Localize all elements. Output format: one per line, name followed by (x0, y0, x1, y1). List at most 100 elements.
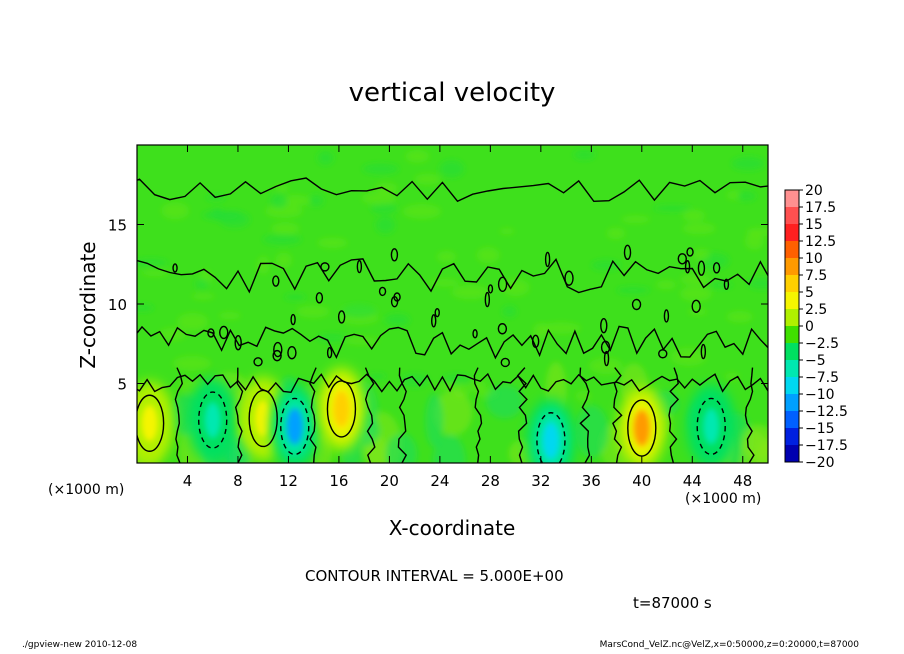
texture-blob (256, 256, 270, 274)
x-tick-label: 12 (279, 472, 298, 490)
small-contour (487, 284, 494, 294)
small-contour (723, 278, 730, 291)
texture-blob (367, 373, 387, 380)
texture-blob (434, 390, 473, 436)
colorbar-swatch (785, 190, 799, 208)
texture-blob (740, 424, 768, 460)
colorbar-swatch (785, 394, 799, 412)
texture-blob (191, 293, 215, 300)
small-contour (326, 347, 333, 359)
x-tick-label: 48 (733, 472, 752, 490)
colorbar: 2017.51512.5107.552.50−2.5−5−7.5−10−12.5… (784, 183, 848, 471)
contour-lines (137, 177, 768, 463)
zero-contour (364, 367, 376, 463)
small-contour (544, 251, 551, 268)
texture-blob (486, 385, 524, 419)
small-contour (390, 295, 399, 308)
texture-blob (502, 305, 517, 318)
colorbar-label: −20 (805, 455, 835, 471)
x-tick-label: 16 (329, 472, 348, 490)
small-contour (677, 253, 687, 265)
colorbar-swatch (785, 428, 799, 446)
small-contour (390, 248, 399, 262)
texture-blob (439, 160, 465, 178)
colorbar-swatch (785, 207, 799, 225)
colorbar-label: 20 (805, 183, 823, 199)
feature-core (333, 390, 350, 427)
texture-blob (414, 173, 441, 185)
colorbar-label: −2.5 (805, 336, 839, 352)
zero-contour (137, 372, 768, 394)
small-contour (378, 286, 387, 297)
texture-blob (275, 252, 292, 268)
texture-blob (271, 222, 300, 235)
texture-blob (606, 227, 625, 240)
texture-blob (425, 393, 444, 448)
y-axis-ticks: 5 10 15 (108, 217, 768, 394)
small-contour (207, 328, 215, 338)
texture-blob (385, 433, 418, 463)
texture-blob (616, 286, 650, 294)
texture-blob (317, 150, 334, 166)
texture-blob (437, 251, 456, 263)
colorbar-label: 7.5 (805, 268, 827, 284)
texture-blob (656, 280, 676, 290)
texture-blob (275, 184, 289, 192)
texture-blob (469, 380, 487, 392)
texture-blob (195, 278, 210, 290)
x-unit-label-left: (×1000 m) (48, 482, 125, 498)
x-tick-label: 24 (430, 472, 449, 490)
texture-blob (541, 322, 581, 334)
colorbar-swatch (785, 377, 799, 395)
feature-contour (198, 391, 228, 449)
texture-blob (262, 234, 302, 245)
small-contour (273, 341, 283, 358)
feature-contour (696, 397, 726, 456)
texture-blob (451, 285, 489, 300)
texture-blob (137, 258, 169, 267)
zero-contour (473, 367, 483, 463)
texture-blob (533, 322, 548, 340)
texture-blob (159, 327, 187, 341)
small-contour (431, 314, 437, 328)
x-tick-label: 20 (380, 472, 399, 490)
texture-blob (141, 269, 169, 277)
colorbar-label: −10 (805, 387, 835, 403)
small-contour (356, 259, 363, 274)
colorbar-swatch (785, 258, 799, 276)
texture-blob (680, 274, 710, 286)
texture-blob (344, 336, 379, 345)
texture-blob (442, 373, 471, 385)
texture-blob (682, 222, 716, 235)
texture-blob (173, 355, 211, 371)
field-features (137, 366, 736, 463)
small-contour (686, 247, 694, 257)
texture-blob (432, 434, 466, 463)
small-contour (287, 346, 297, 360)
texture-blob (429, 279, 460, 287)
small-contour (684, 260, 691, 274)
texture-blob (575, 405, 609, 458)
feature-core (703, 408, 720, 445)
small-contour (603, 350, 610, 367)
colorbar-label: 17.5 (805, 200, 836, 216)
y-tick-label: 10 (108, 296, 127, 314)
small-contour (564, 270, 574, 286)
texture-blob (284, 293, 306, 301)
texture-blob (270, 193, 288, 209)
small-contour (697, 260, 706, 276)
colorbar-label: 0 (805, 319, 814, 335)
feature-contour (137, 394, 165, 452)
texture-blob (621, 215, 650, 224)
x-unit-label-right: (×1000 m) (685, 491, 762, 507)
small-contour (172, 263, 178, 273)
zero-contour (174, 367, 184, 463)
colorbar-swatch (785, 241, 799, 259)
small-contour (712, 262, 721, 274)
texture-blob (405, 149, 430, 163)
colorbar-swatch (785, 360, 799, 378)
x-tick-label: 8 (233, 472, 243, 490)
texture-blob (265, 204, 303, 218)
feature-core (542, 422, 559, 459)
small-contour (253, 357, 263, 367)
